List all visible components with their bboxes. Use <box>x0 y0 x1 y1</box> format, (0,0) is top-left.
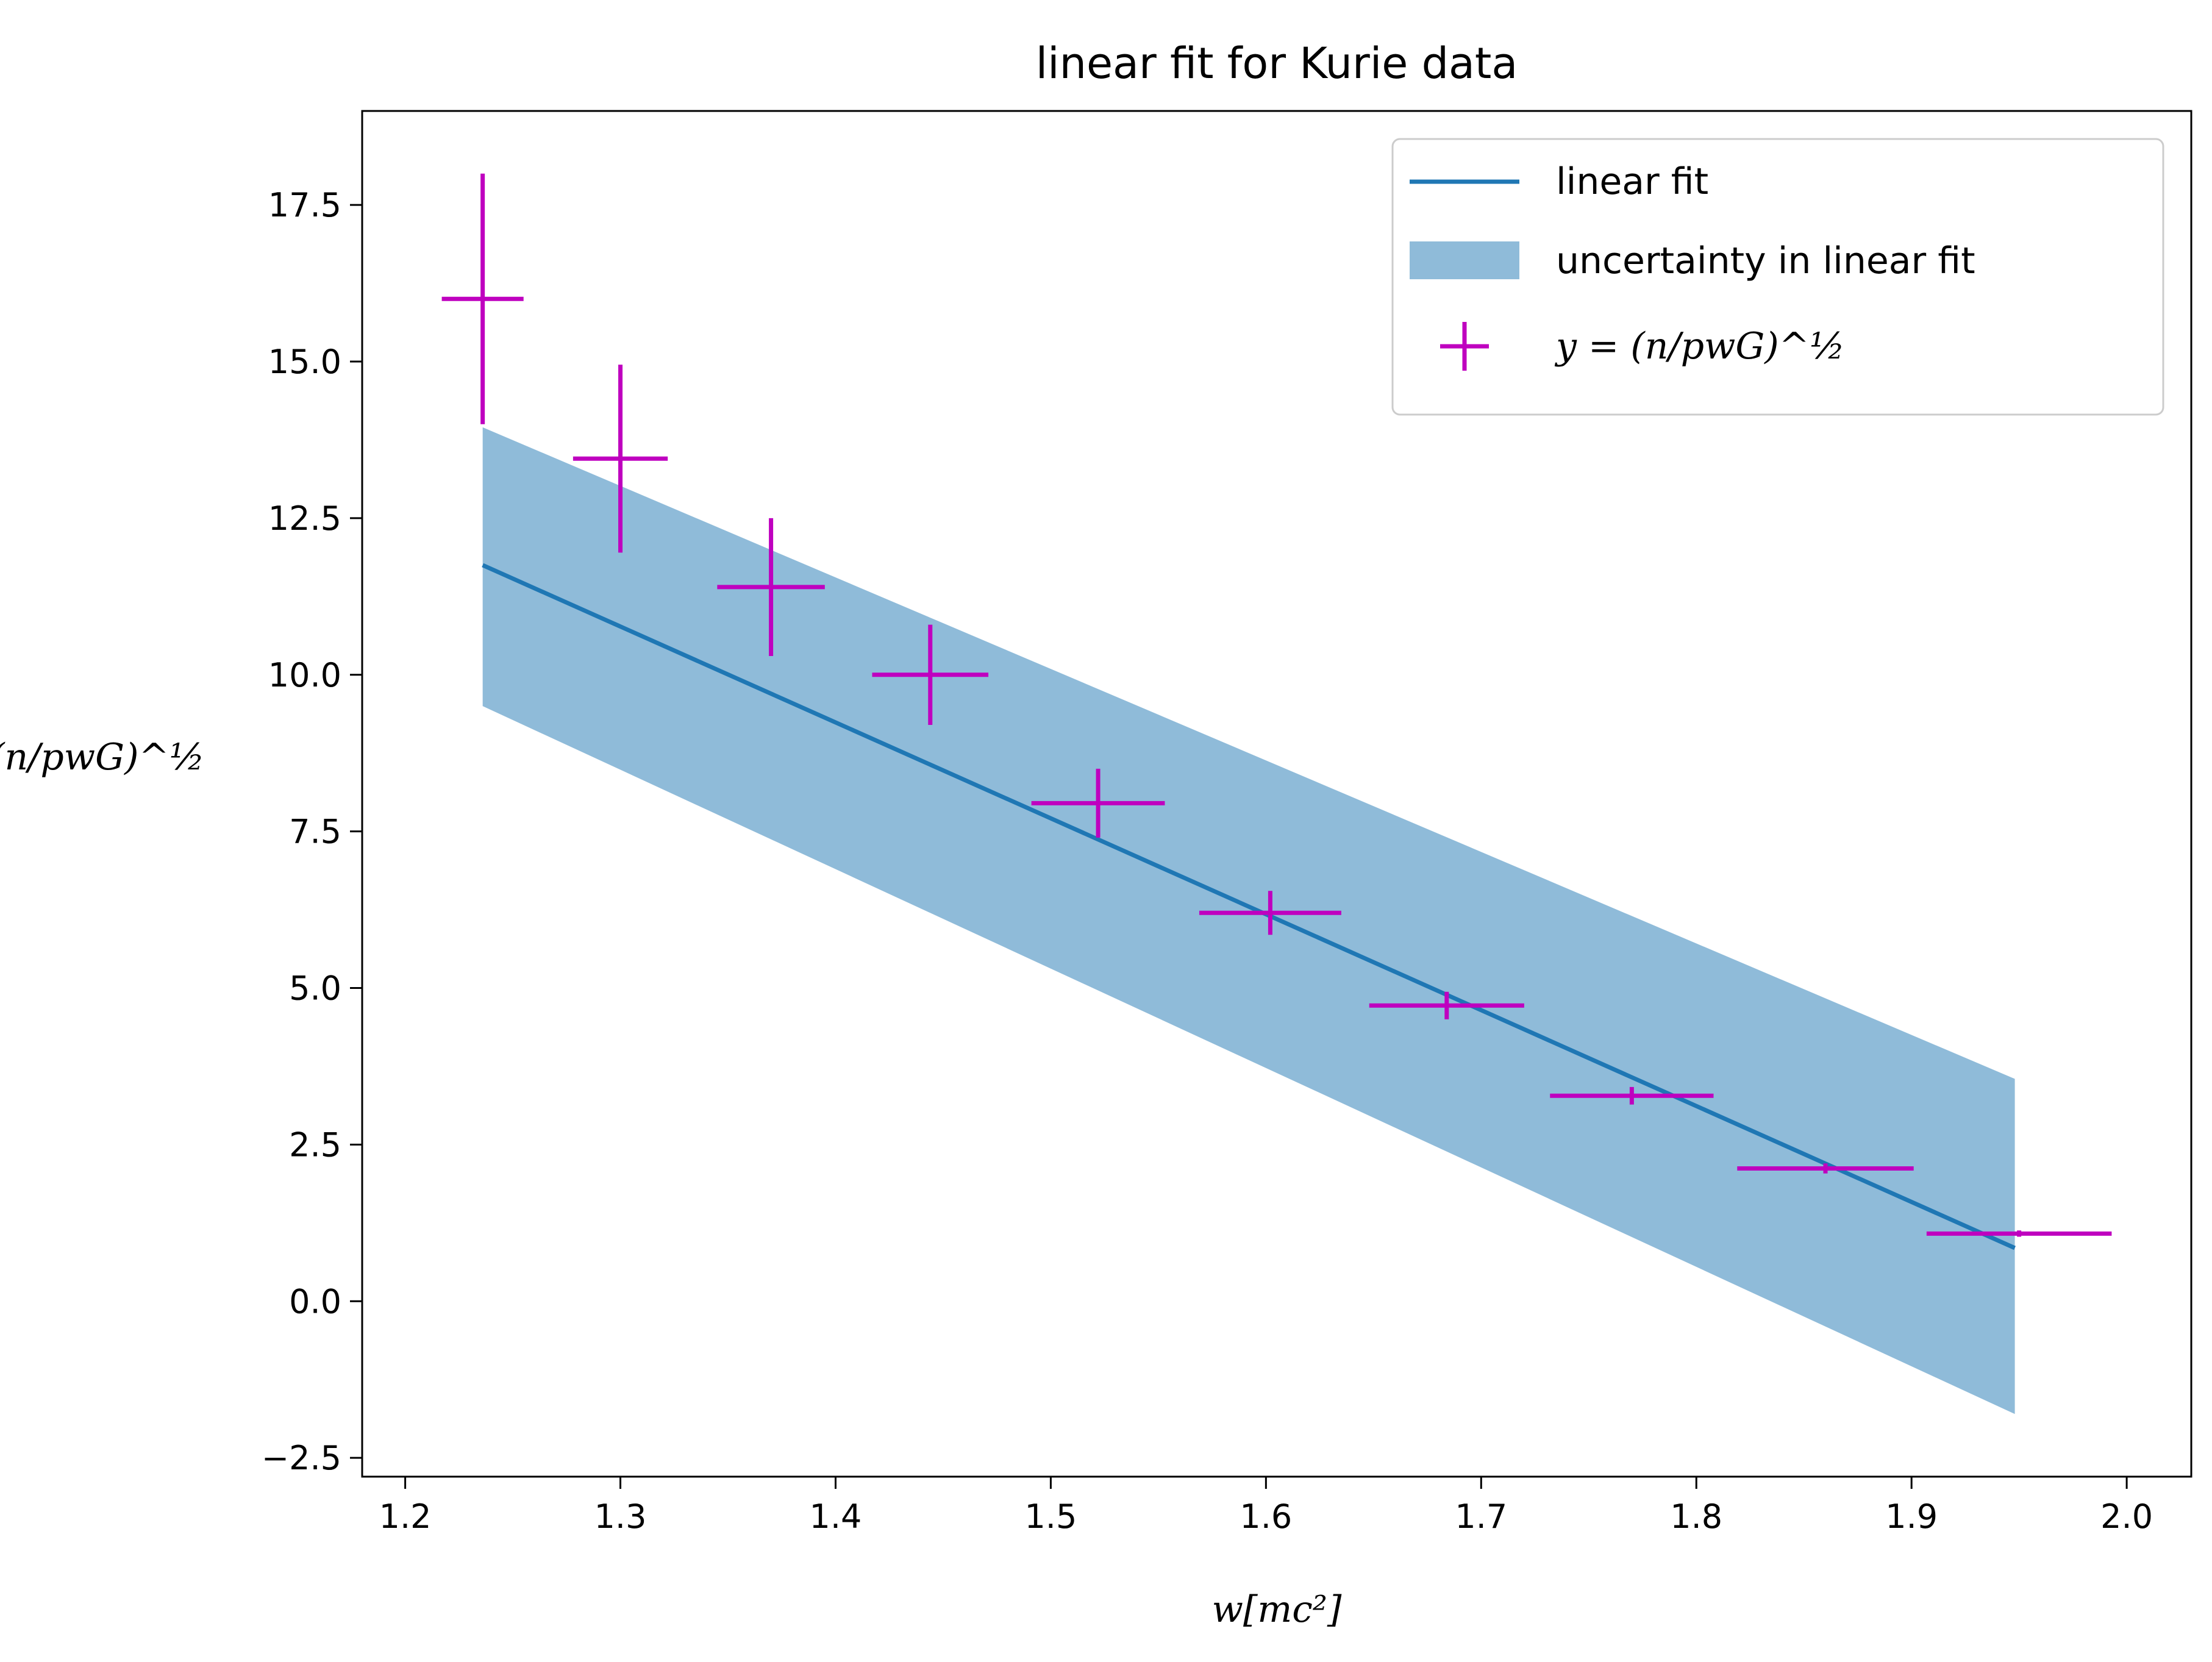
x-tick-label: 1.9 <box>1885 1497 1938 1536</box>
y-tick-label: 17.5 <box>268 186 341 224</box>
x-tick-label: 1.7 <box>1455 1497 1507 1536</box>
legend: linear fit uncertainty in linear fit y =… <box>1391 138 2164 416</box>
data-point-6 <box>1199 891 1341 935</box>
x-tick-label: 1.8 <box>1670 1497 1722 1536</box>
legend-linear-fit-label: linear fit <box>1556 160 1708 203</box>
data-point-7 <box>1369 991 1524 1019</box>
y-axis-label: (n/pwG)^½ <box>0 736 205 779</box>
uncertainty-band-layer <box>482 427 2015 1414</box>
data-point-10 <box>1926 1230 2112 1237</box>
x-axis-label: w[mc²] <box>1212 1588 1342 1631</box>
x-tick-label: 1.3 <box>594 1497 647 1536</box>
x-axis-ticks: 1.2 1.3 1.4 1.5 1.6 1.7 1.8 1.9 2.0 <box>379 1477 2153 1536</box>
uncertainty-band <box>482 427 2015 1414</box>
linear-fit-layer <box>482 563 2016 1250</box>
data-point-5 <box>1031 768 1165 838</box>
data-point-3 <box>717 518 825 656</box>
x-tick-label: 2.0 <box>2100 1497 2153 1536</box>
chart-title: linear fit for Kurie data <box>1036 38 1518 88</box>
legend-frame <box>1391 138 2164 416</box>
data-point-2 <box>573 365 668 553</box>
legend-errorbar-swatch <box>1440 322 1489 371</box>
plot-area <box>441 173 2112 1414</box>
legend-uncertainty-swatch <box>1410 241 1519 279</box>
y-tick-label: 10.0 <box>268 656 341 694</box>
x-tick-label: 1.5 <box>1024 1497 1077 1536</box>
data-point-4 <box>872 624 989 725</box>
data-point-1 <box>441 173 524 424</box>
y-tick-label: 7.5 <box>289 813 341 851</box>
errorbar-layer <box>441 173 2112 1237</box>
y-tick-label: 15.0 <box>268 343 341 381</box>
y-tick-label: 2.5 <box>289 1125 341 1164</box>
x-tick-label: 1.2 <box>379 1497 432 1536</box>
legend-uncertainty-label: uncertainty in linear fit <box>1556 240 1975 282</box>
y-tick-label: 5.0 <box>289 969 341 1008</box>
linear-fit-line <box>482 563 2016 1250</box>
y-tick-label: 12.5 <box>268 499 341 538</box>
x-tick-label: 1.4 <box>810 1497 862 1536</box>
data-point-9 <box>1737 1163 1914 1174</box>
axes-frame <box>361 110 2192 1478</box>
data-point-8 <box>1550 1086 1714 1105</box>
y-tick-label: 0.0 <box>289 1282 341 1321</box>
y-tick-label: −2.5 <box>262 1439 341 1477</box>
y-axis-ticks: −2.5 0.0 2.5 5.0 7.5 10.0 12.5 15.0 17.5 <box>262 186 362 1477</box>
x-tick-label: 1.6 <box>1240 1497 1292 1536</box>
legend-errorbar-label: y = (n/pwG)^½ <box>1554 325 1845 368</box>
